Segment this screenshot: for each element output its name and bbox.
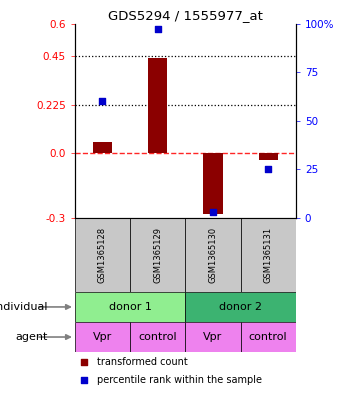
Bar (148, 58, 167, 153)
Point (81, 376, 86, 383)
Bar (75, 292, 185, 322)
Text: Vpr: Vpr (203, 332, 223, 342)
Text: donor 1: donor 1 (108, 302, 152, 312)
Text: GSM1365130: GSM1365130 (208, 227, 217, 283)
Bar (75, 218, 130, 292)
Point (81, 359, 86, 365)
Bar (185, 322, 241, 352)
Text: transformed count: transformed count (97, 357, 188, 367)
Bar (130, 218, 185, 292)
Text: GSM1365128: GSM1365128 (98, 227, 107, 283)
Text: donor 2: donor 2 (219, 302, 262, 312)
Bar (185, 292, 296, 322)
Text: Vpr: Vpr (93, 332, 112, 342)
Point (266, 166, 271, 173)
Text: GSM1365131: GSM1365131 (264, 227, 273, 283)
Bar (203, 153, 223, 213)
Text: individual: individual (0, 302, 48, 312)
Bar (241, 218, 296, 292)
Text: GSM1365129: GSM1365129 (153, 227, 162, 283)
Title: GDS5294 / 1555977_at: GDS5294 / 1555977_at (108, 9, 263, 22)
Point (155, 26, 160, 33)
Text: percentile rank within the sample: percentile rank within the sample (97, 375, 262, 385)
Bar (185, 218, 241, 292)
Bar (258, 153, 278, 160)
Text: control: control (249, 332, 288, 342)
Bar (75, 322, 130, 352)
Bar (241, 322, 296, 352)
Text: agent: agent (15, 332, 48, 342)
Bar (130, 322, 185, 352)
Point (100, 98, 105, 105)
Point (210, 209, 216, 215)
Bar (93, 142, 112, 153)
Text: control: control (138, 332, 177, 342)
